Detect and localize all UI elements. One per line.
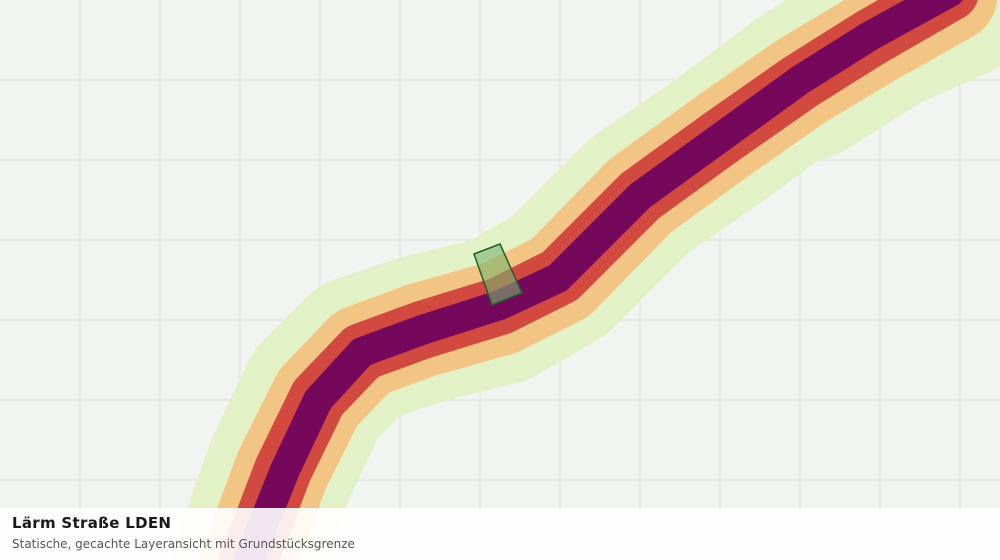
noise-bands	[171, 0, 1000, 560]
noise-band-very-high	[232, 0, 963, 560]
caption-subtitle: Statische, gecachte Layeransicht mit Gru…	[12, 537, 355, 551]
caption-bar: Lärm Straße LDEN Statische, gecachte Lay…	[0, 508, 1000, 560]
parcel-boundary[interactable]	[473, 243, 524, 306]
caption-title: Lärm Straße LDEN	[12, 514, 172, 532]
